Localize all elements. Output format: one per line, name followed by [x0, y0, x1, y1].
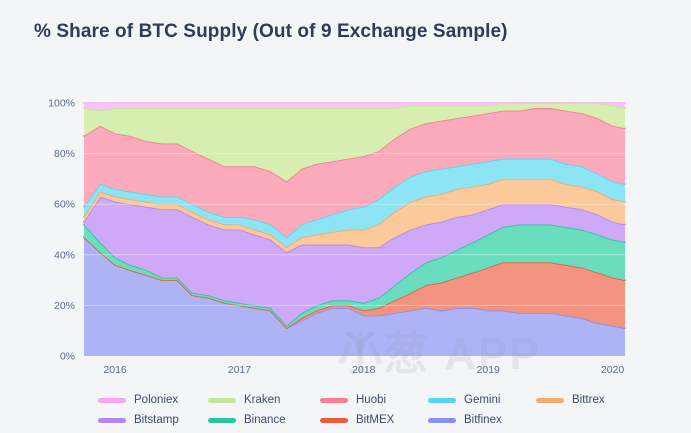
x-axis-tick-label: 2016: [103, 364, 127, 376]
x-axis: 2016 2017 2018 2019 2020: [103, 364, 624, 376]
y-axis-tick-label: 40%: [54, 249, 75, 261]
legend-item-poloniex[interactable]: Poloniex: [98, 390, 208, 410]
legend-swatch-icon: [320, 397, 348, 403]
y-axis: 0% 20% 40% 60% 80% 100%: [48, 98, 75, 363]
x-axis-tick-label: 2020: [601, 364, 625, 376]
legend-item-bitmex[interactable]: BitMEX: [320, 410, 428, 430]
x-axis-tick-label: 2017: [228, 364, 252, 376]
legend-swatch-icon: [208, 397, 236, 403]
page-title: % Share of BTC Supply (Out of 9 Exchange…: [34, 21, 508, 42]
area-band-kraken: [84, 103, 625, 182]
legend-label: Binance: [244, 414, 286, 426]
legend-item-binance[interactable]: Binance: [208, 410, 320, 430]
legend-item-bitfinex[interactable]: Bitfinex: [428, 410, 536, 430]
area-band-poloniex: [84, 103, 625, 111]
y-axis-tick-label: 60%: [54, 199, 75, 211]
x-axis-tick-label: 2018: [352, 364, 376, 376]
legend-label: Bitfinex: [464, 414, 502, 426]
legend-row: Bitstamp Binance BitMEX Bitfinex: [98, 410, 658, 430]
y-axis-tick-label: 20%: [54, 300, 75, 312]
area-band-bitfinex: [84, 237, 625, 356]
y-axis-tick-label: 80%: [54, 148, 75, 160]
area-band-gemini: [84, 158, 625, 248]
chart-gridlines: [84, 102, 625, 306]
legend-swatch-icon: [428, 417, 456, 423]
area-band-bitstamp: [84, 196, 625, 326]
legend-item-bitstamp[interactable]: Bitstamp: [98, 410, 208, 430]
legend-label: Huobi: [356, 394, 387, 406]
legend-label: Bittrex: [572, 394, 605, 406]
legend-label: Bitstamp: [134, 414, 179, 426]
legend-label: Poloniex: [134, 394, 179, 406]
legend-item-kraken[interactable]: Kraken: [208, 390, 320, 410]
area-band-binance: [84, 224, 625, 329]
legend-item-huobi[interactable]: Huobi: [320, 390, 428, 410]
legend-swatch-icon: [536, 397, 564, 403]
area-band-bittrex: [84, 178, 625, 253]
legend-label: BitMEX: [356, 414, 395, 426]
chart-series-group: [83, 102, 626, 356]
legend-swatch-icon: [428, 397, 456, 403]
legend-label: Gemini: [464, 394, 501, 406]
area-band-huobi: [84, 108, 625, 238]
legend-swatch-icon: [208, 417, 236, 423]
area-band-bitmex: [84, 237, 625, 329]
y-axis-tick-label: 100%: [48, 98, 75, 110]
legend-item-bittrex[interactable]: Bittrex: [536, 390, 646, 410]
legend-swatch-icon: [320, 417, 348, 423]
legend-row: Poloniex Kraken Huobi Gemini Bittrex: [98, 390, 658, 410]
legend-item-gemini[interactable]: Gemini: [428, 390, 536, 410]
legend-swatch-icon: [98, 417, 126, 423]
y-axis-tick-label: 0%: [60, 351, 75, 363]
x-axis-tick-label: 2019: [477, 364, 501, 376]
legend-label: Kraken: [244, 394, 281, 406]
chart-legend: Poloniex Kraken Huobi Gemini Bittrex Bitstamp…: [98, 390, 658, 430]
legend-swatch-icon: [98, 397, 126, 403]
